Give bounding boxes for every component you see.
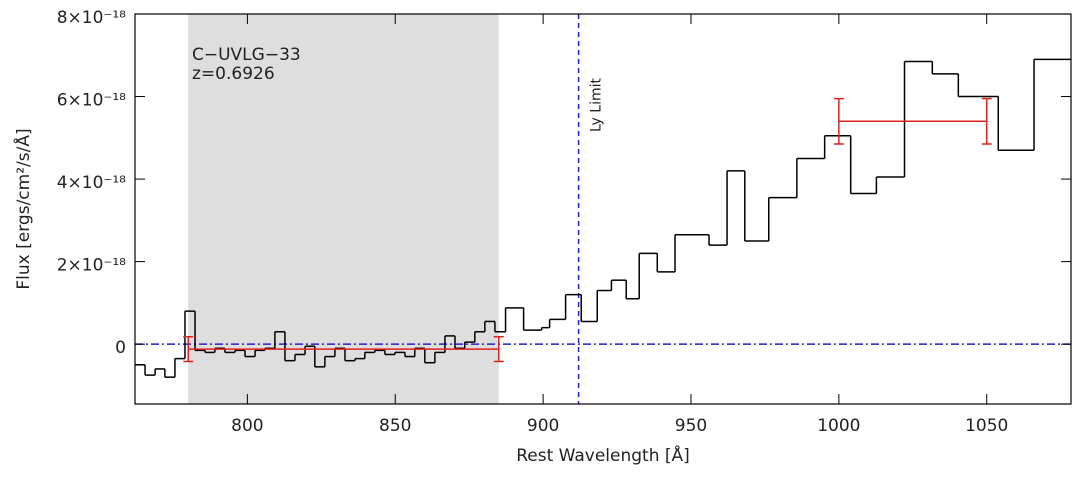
y-tick-label: 2×10⁻¹⁸ xyxy=(57,256,126,276)
annotation: C−UVLG−33 xyxy=(192,45,301,65)
shade-region xyxy=(188,14,499,404)
y-axis-label: Flux [ergs/cm²/s/Å] xyxy=(12,128,34,289)
plot-frame xyxy=(134,13,1072,405)
y-tick-label: 0 xyxy=(115,338,126,358)
x-tick-label: 800 xyxy=(231,416,263,436)
plot-area xyxy=(135,14,1071,404)
annotation: z=0.6926 xyxy=(192,64,275,84)
x-tick-label: 1000 xyxy=(817,416,860,436)
ly-limit-label: Ly Limit xyxy=(589,78,605,132)
y-tick-label: 8×10⁻¹⁸ xyxy=(57,8,126,28)
y-tick-label: 6×10⁻¹⁸ xyxy=(57,91,126,111)
x-tick-label: 900 xyxy=(527,416,559,436)
x-tick-label: 950 xyxy=(675,416,707,436)
x-axis-label: Rest Wavelength [Å] xyxy=(516,444,690,466)
y-tick-label: 4×10⁻¹⁸ xyxy=(57,173,126,193)
x-tick-label: 850 xyxy=(379,416,411,436)
x-tick-label: 1050 xyxy=(965,416,1008,436)
